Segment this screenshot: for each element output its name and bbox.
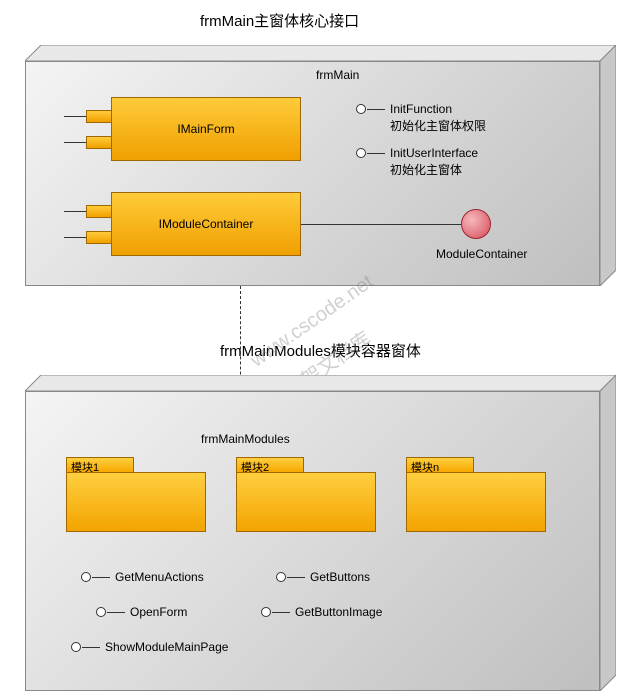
bottom-box-sideface bbox=[600, 375, 616, 691]
lolli-ball bbox=[356, 148, 366, 158]
comp-stub bbox=[64, 211, 86, 212]
lolli-stick bbox=[82, 647, 100, 648]
lolli-ball bbox=[356, 104, 366, 114]
comp-stub bbox=[64, 116, 86, 117]
folder-tab: 模块n bbox=[406, 457, 474, 473]
top-title: frmMain主窗体核心接口 bbox=[200, 10, 359, 31]
comp-port bbox=[86, 110, 112, 123]
lolli-ball bbox=[96, 607, 106, 617]
lolli-sublabel: 初始化主窗体权限 bbox=[390, 117, 486, 134]
comp-stub bbox=[64, 142, 86, 143]
connector-line bbox=[301, 224, 461, 225]
top-box-topface bbox=[25, 45, 616, 61]
comp-label: IMainForm bbox=[112, 122, 300, 136]
top-box-sideface bbox=[600, 45, 616, 286]
folder-tab: 模块2 bbox=[236, 457, 304, 473]
bottom-box-label: frmMainModules bbox=[201, 432, 290, 446]
comp-imodulecontainer: IModuleContainer bbox=[111, 192, 301, 256]
lolli-stick bbox=[107, 612, 125, 613]
top-box: frmMain IMainForm IModuleContainer InitF… bbox=[25, 45, 616, 286]
lolli-stick bbox=[367, 109, 385, 110]
lolli-label: InitUserInterface bbox=[390, 146, 478, 160]
comp-imainform: IMainForm bbox=[111, 97, 301, 161]
lolli-label: ShowModuleMainPage bbox=[105, 640, 228, 654]
lolli-ball bbox=[71, 642, 81, 652]
bottom-title: frmMainModules模块容器窗体 bbox=[220, 340, 421, 361]
bottom-box-front: frmMainModules 模块1 模块2 模块n GetMenuAction… bbox=[25, 391, 600, 691]
lolli-label: GetButtons bbox=[310, 570, 370, 584]
lolli-label: InitFunction bbox=[390, 102, 452, 116]
folder-tab: 模块1 bbox=[66, 457, 134, 473]
folder-body bbox=[406, 472, 546, 532]
top-box-front: frmMain IMainForm IModuleContainer InitF… bbox=[25, 61, 600, 286]
bottom-box: frmMainModules 模块1 模块2 模块n GetMenuAction… bbox=[25, 375, 616, 691]
comp-port bbox=[86, 231, 112, 244]
modulecontainer-circle bbox=[461, 209, 491, 239]
lolli-stick bbox=[272, 612, 290, 613]
comp-port bbox=[86, 205, 112, 218]
folder-body bbox=[236, 472, 376, 532]
comp-label: IModuleContainer bbox=[112, 217, 300, 231]
comp-port bbox=[86, 136, 112, 149]
lolli-label: GetMenuActions bbox=[115, 570, 204, 584]
bottom-box-topface bbox=[25, 375, 616, 391]
comp-stub bbox=[64, 237, 86, 238]
lolli-stick bbox=[287, 577, 305, 578]
lolli-label: OpenForm bbox=[130, 605, 187, 619]
lolli-ball bbox=[276, 572, 286, 582]
lolli-sublabel: 初始化主窗体 bbox=[390, 161, 462, 178]
lolli-label: GetButtonImage bbox=[295, 605, 382, 619]
lolli-stick bbox=[92, 577, 110, 578]
top-box-label: frmMain bbox=[316, 68, 359, 82]
lolli-stick bbox=[367, 153, 385, 154]
modulecontainer-label: ModuleContainer bbox=[436, 247, 527, 261]
lolli-ball bbox=[81, 572, 91, 582]
lolli-ball bbox=[261, 607, 271, 617]
folder-body bbox=[66, 472, 206, 532]
